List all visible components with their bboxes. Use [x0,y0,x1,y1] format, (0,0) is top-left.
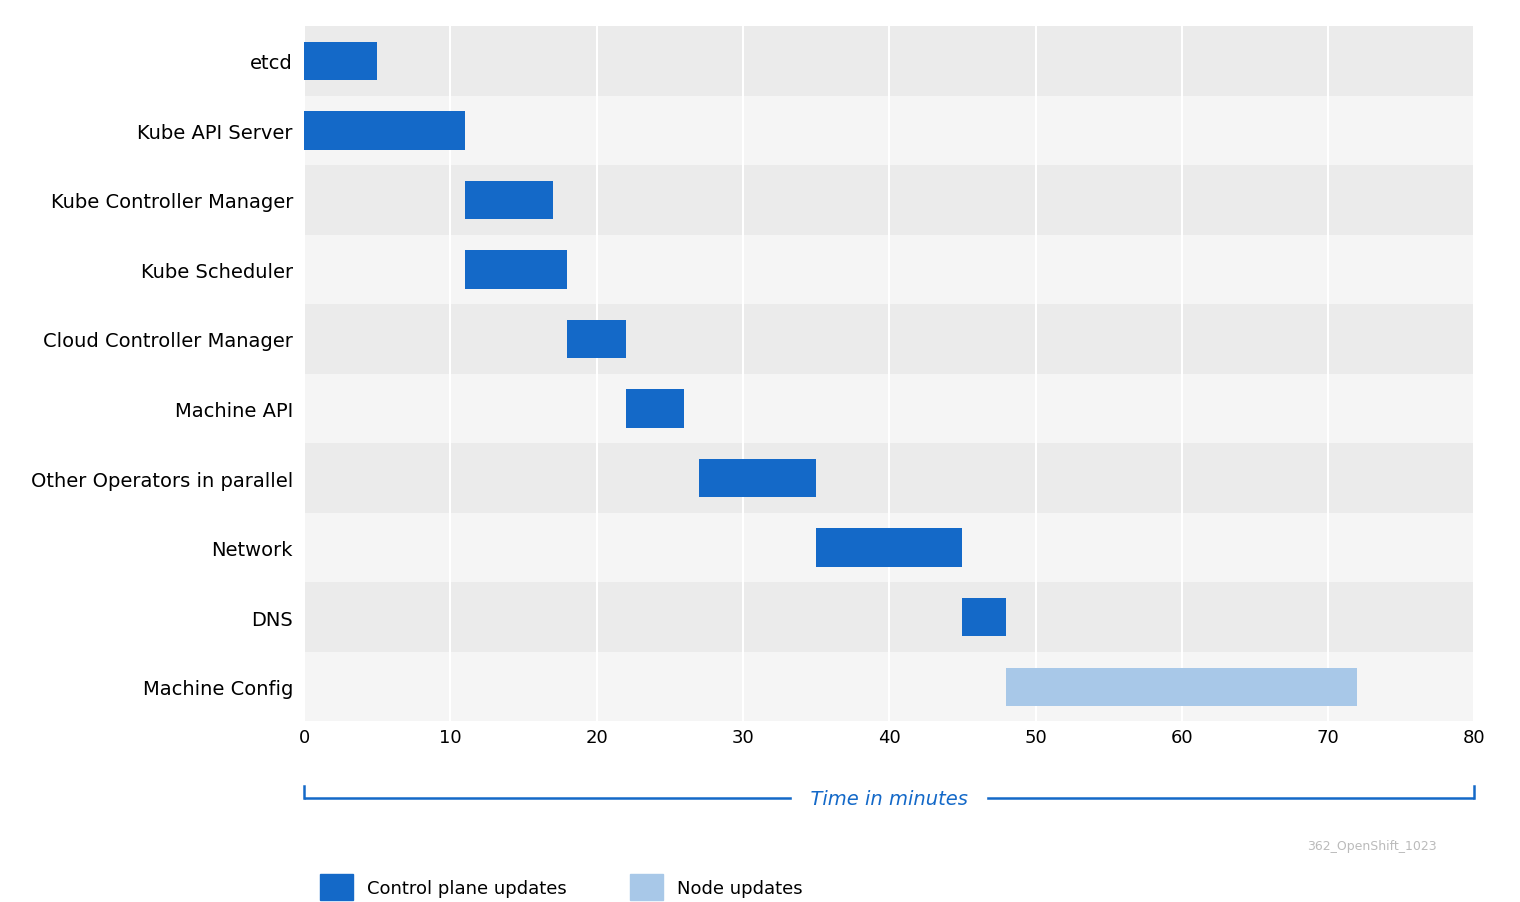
Bar [304,444,1474,513]
Bar [465,181,553,220]
Bar [626,390,684,428]
Legend: Control plane updates, Node updates: Control plane updates, Node updates [313,867,810,902]
Bar [304,27,1474,97]
Bar [1006,667,1357,706]
Text: 362_OpenShift_1023: 362_OpenShift_1023 [1307,840,1436,852]
Bar [304,583,1474,652]
Bar [304,235,1474,305]
Bar [699,459,816,498]
Bar [465,251,567,290]
Bar [304,374,1474,444]
Bar [304,652,1474,722]
Bar [304,112,465,151]
Bar [304,305,1474,374]
Bar [962,598,1006,637]
Bar [304,97,1474,166]
Bar [304,166,1474,235]
Text: Time in minutes: Time in minutes [798,788,980,808]
Bar [567,320,626,359]
Bar [304,513,1474,583]
Bar [816,529,962,567]
Bar [304,42,377,81]
